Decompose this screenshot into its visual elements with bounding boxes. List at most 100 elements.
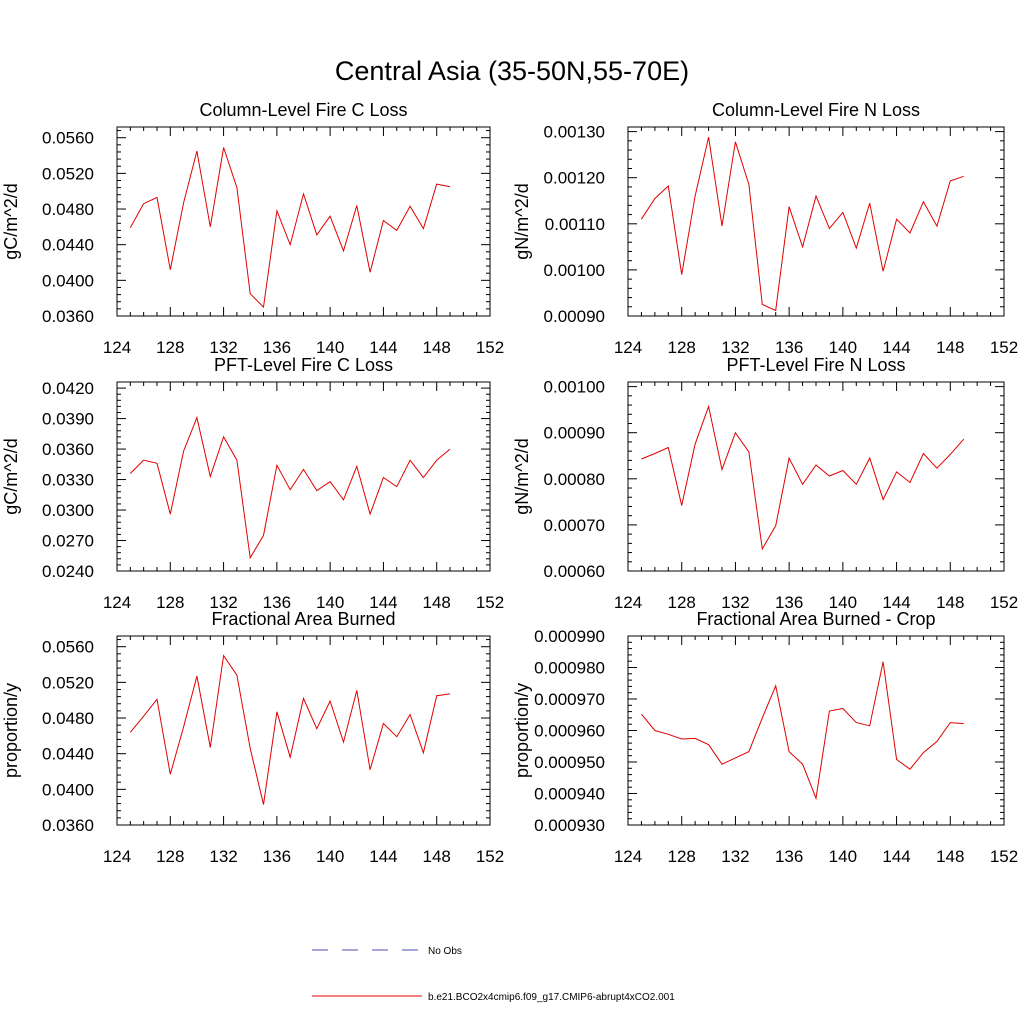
y-tick-label: 0.00090 (544, 307, 605, 326)
series-line (129, 415, 451, 560)
x-tick-label: 152 (476, 338, 504, 357)
x-tick-label: 132 (209, 338, 237, 357)
y-tick-label: 0.00120 (544, 169, 605, 188)
x-tick-label: 132 (209, 847, 237, 866)
y-tick-label: 0.000960 (534, 722, 605, 741)
y-axis-label: proportion/y (1, 683, 21, 778)
panel-pft-level-fire-c-loss: 124 128 132 136 140 144 148 152 0.0240 0.0270 0.03… (1, 355, 504, 612)
x-tick-label: 140 (316, 847, 344, 866)
y-tick-label: 0.0330 (42, 471, 94, 490)
x-tick-label: 148 (936, 593, 964, 612)
plot-frame (116, 381, 491, 572)
panel-fractional-area-burned: 124 128 132 136 140 144 148 152 0.0360 0.0400 0.04… (1, 609, 504, 866)
panel-column-level-fire-c-loss: 124 128 132 136 140 144 148 152 0.0360 0.0400 0.04… (1, 100, 504, 357)
x-tick-label: 144 (369, 847, 397, 866)
x-tick-label: 140 (829, 847, 857, 866)
x-tick-label: 132 (721, 847, 749, 866)
panel-title: Fractional Area Burned - Crop (696, 609, 935, 629)
y-axis-label: proportion/y (512, 683, 532, 778)
x-tick-label: 124 (103, 847, 131, 866)
panel-fractional-area-burned-crop: 124 128 132 136 140 144 148 152 0.000930 0.000940… (512, 609, 1018, 866)
x-tick-label: 128 (156, 847, 184, 866)
x-tick-label: 152 (476, 593, 504, 612)
x-tick-label: 136 (263, 593, 291, 612)
y-tick-label: 0.0360 (42, 307, 94, 326)
x-tick-label: 144 (882, 847, 910, 866)
panel-title: Column-Level Fire N Loss (712, 100, 920, 120)
panel-title: PFT-Level Fire N Loss (726, 355, 905, 375)
plot-frame (116, 126, 491, 317)
y-axis-label: gC/m^2/d (1, 183, 21, 259)
panel-title: Fractional Area Burned (211, 609, 395, 629)
panel-title: PFT-Level Fire C Loss (214, 355, 393, 375)
x-tick-label: 136 (775, 338, 803, 357)
y-tick-label: 0.000950 (534, 753, 605, 772)
x-tick-label: 152 (476, 847, 504, 866)
plot-frame (627, 381, 1005, 572)
y-tick-label: 0.0520 (42, 164, 94, 183)
y-tick-label: 0.00080 (544, 470, 605, 489)
y-tick-label: 0.0520 (42, 673, 94, 692)
x-tick-label: 144 (882, 593, 910, 612)
x-tick-label: 144 (369, 338, 397, 357)
panel-title: Column-Level Fire C Loss (199, 100, 407, 120)
x-tick-label: 148 (423, 847, 451, 866)
x-tick-label: 132 (721, 593, 749, 612)
x-tick-label: 148 (936, 847, 964, 866)
y-tick-label: 0.0240 (42, 562, 94, 581)
y-tick-label: 0.00070 (544, 516, 605, 535)
y-tick-label: 0.00130 (544, 123, 605, 142)
panel-column-level-fire-n-loss: 124 128 132 136 140 144 148 152 0.00090 0.00100 0.… (512, 100, 1018, 357)
y-tick-label: 0.000940 (534, 785, 605, 804)
x-tick-label: 140 (829, 593, 857, 612)
y-tick-label: 0.0270 (42, 532, 94, 551)
x-tick-label: 132 (721, 338, 749, 357)
series-line (129, 147, 451, 309)
y-tick-label: 0.0440 (42, 236, 94, 255)
y-tick-label: 0.0560 (42, 129, 94, 148)
y-tick-label: 0.000970 (534, 690, 605, 709)
y-tick-label: 0.0420 (42, 379, 94, 398)
x-tick-label: 124 (614, 847, 642, 866)
figure-title: Central Asia (35-50N,55-70E) (335, 56, 689, 86)
y-axis-label: gN/m^2/d (512, 438, 532, 514)
y-tick-label: 0.0360 (42, 440, 94, 459)
legend: No Obs b.e21.BCO2x4cmip6.f09_g17.CMIP6-a… (312, 946, 675, 1003)
x-tick-label: 136 (775, 847, 803, 866)
series-line (641, 661, 964, 801)
x-tick-label: 144 (882, 338, 910, 357)
y-tick-label: 0.0560 (42, 638, 94, 657)
y-axis-label: gN/m^2/d (512, 183, 532, 259)
x-tick-label: 136 (263, 338, 291, 357)
x-tick-label: 140 (316, 593, 344, 612)
y-tick-label: 0.000980 (534, 659, 605, 678)
x-tick-label: 152 (990, 338, 1018, 357)
x-tick-label: 128 (668, 847, 696, 866)
series-line (641, 404, 965, 551)
series-line (129, 654, 451, 805)
x-tick-label: 148 (423, 593, 451, 612)
panel-pft-level-fire-n-loss: 124 128 132 136 140 144 148 152 0.00060 0.00070 0.… (512, 355, 1018, 612)
y-tick-label: 0.000990 (534, 627, 605, 646)
panel-grid: 124 128 132 136 140 144 148 152 0.0360 0.0400 0.04… (1, 100, 1018, 866)
y-tick-label: 0.0440 (42, 745, 94, 764)
legend-label-no-obs: No Obs (428, 946, 462, 957)
legend-label-model-run: b.e21.BCO2x4cmip6.f09_g17.CMIP6-abrupt4x… (428, 992, 675, 1003)
y-tick-label: 0.0360 (42, 816, 94, 835)
y-tick-label: 0.0480 (42, 709, 94, 728)
x-tick-label: 128 (156, 593, 184, 612)
x-tick-label: 136 (775, 593, 803, 612)
x-tick-label: 128 (668, 593, 696, 612)
x-tick-label: 124 (103, 593, 131, 612)
y-tick-label: 0.0300 (42, 501, 94, 520)
x-tick-label: 148 (936, 338, 964, 357)
x-tick-label: 140 (316, 338, 344, 357)
y-tick-label: 0.00100 (544, 378, 605, 397)
x-tick-label: 124 (614, 593, 642, 612)
x-tick-label: 148 (423, 338, 451, 357)
y-tick-label: 0.0480 (42, 200, 94, 219)
x-tick-label: 152 (990, 593, 1018, 612)
y-tick-label: 0.00110 (545, 215, 605, 234)
x-tick-label: 124 (614, 338, 642, 357)
